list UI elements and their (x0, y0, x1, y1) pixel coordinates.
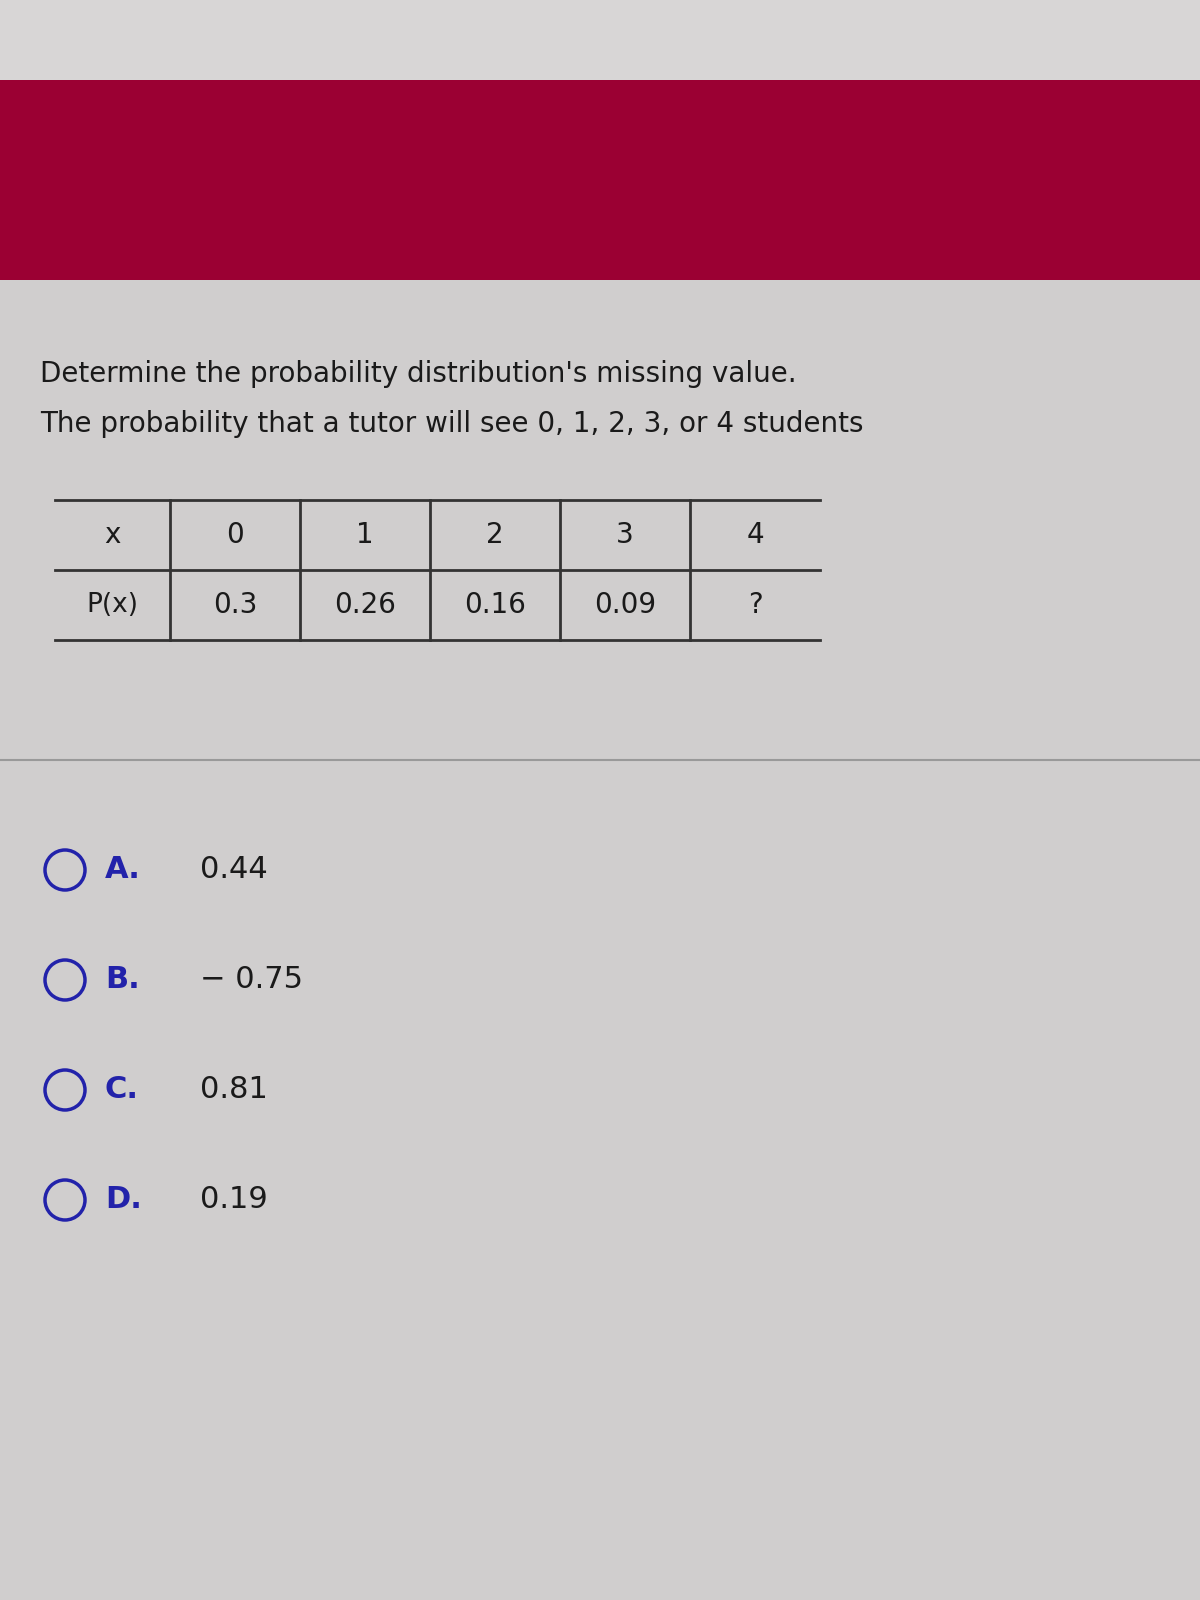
FancyBboxPatch shape (0, 80, 1200, 280)
FancyBboxPatch shape (0, 0, 1200, 80)
Text: 0.19: 0.19 (200, 1186, 268, 1214)
Text: 0.09: 0.09 (594, 590, 656, 619)
Text: 0.44: 0.44 (200, 856, 268, 885)
Text: Determine the probability distribution's missing value.: Determine the probability distribution's… (40, 360, 797, 387)
Text: 3: 3 (616, 522, 634, 549)
FancyBboxPatch shape (0, 280, 1200, 1600)
Text: 2: 2 (486, 522, 504, 549)
Text: A.: A. (106, 856, 140, 885)
Text: D.: D. (106, 1186, 142, 1214)
Text: − 0.75: − 0.75 (200, 965, 302, 995)
Text: 0.26: 0.26 (334, 590, 396, 619)
Text: ?: ? (748, 590, 762, 619)
Text: P(x): P(x) (86, 592, 138, 618)
Text: 0.16: 0.16 (464, 590, 526, 619)
Text: 0: 0 (226, 522, 244, 549)
Text: C.: C. (106, 1075, 139, 1104)
Text: The probability that a tutor will see 0, 1, 2, 3, or 4 students: The probability that a tutor will see 0,… (40, 410, 864, 438)
Text: 0.3: 0.3 (212, 590, 257, 619)
Text: B.: B. (106, 965, 139, 995)
Text: 1: 1 (356, 522, 374, 549)
Text: x: x (104, 522, 121, 549)
Text: 0.81: 0.81 (200, 1075, 268, 1104)
Text: 4: 4 (746, 522, 764, 549)
